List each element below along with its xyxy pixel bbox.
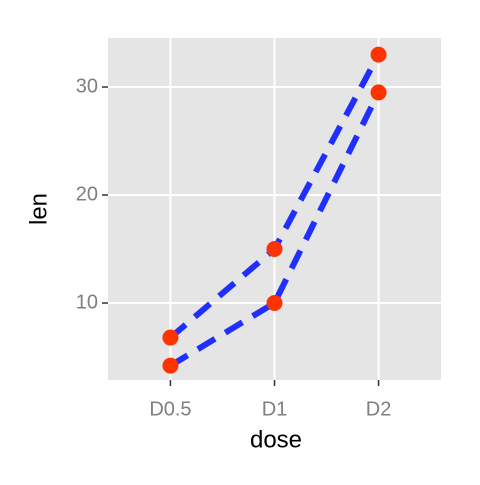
x-tick-label: D1 xyxy=(262,398,288,420)
y-tick-label: 20 xyxy=(76,183,98,205)
data-point xyxy=(162,357,179,374)
x-tick-label: D2 xyxy=(366,398,392,420)
data-point xyxy=(266,295,283,312)
data-point xyxy=(266,241,283,258)
y-tick-label: 30 xyxy=(76,75,98,97)
x-axis-title: dose xyxy=(250,426,302,453)
data-point xyxy=(162,329,179,346)
data-point xyxy=(370,46,387,63)
y-axis-title: len xyxy=(25,193,52,225)
series-line xyxy=(168,91,382,369)
y-tick-label: 10 xyxy=(76,291,98,313)
x-tick-label: D0.5 xyxy=(149,398,191,420)
data-point xyxy=(370,84,387,101)
